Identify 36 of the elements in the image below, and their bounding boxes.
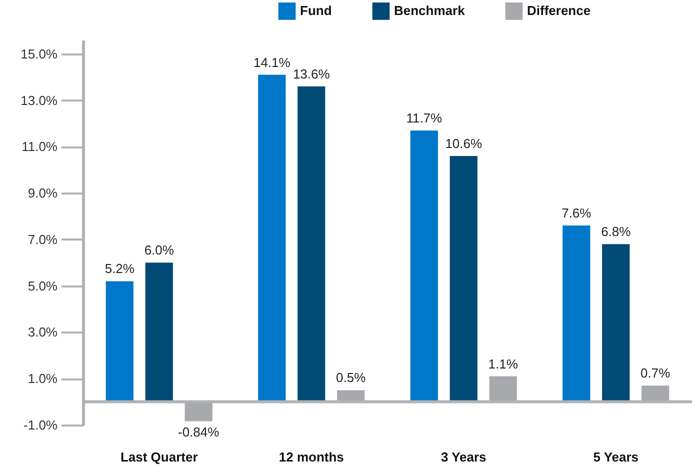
y-tick-label: -1.0%	[24, 418, 58, 432]
y-tick-label: 9.0%	[28, 186, 58, 201]
bar	[145, 262, 173, 402]
x-tick-label: 3 Years	[440, 450, 486, 464]
data-label: 10.6%	[445, 136, 482, 151]
y-tick-label: 7.0%	[28, 232, 58, 247]
bar	[410, 130, 438, 402]
y-tick-label: 3.0%	[28, 324, 58, 340]
bar	[562, 226, 590, 402]
data-label: 11.7%	[406, 110, 443, 126]
legend-label: Fund	[300, 3, 332, 18]
x-tick-label: 12 months	[278, 450, 344, 464]
bar	[298, 86, 326, 402]
data-label: 14.1%	[253, 54, 291, 70]
x-tick-label: 5 Years	[593, 450, 639, 464]
data-label: 6.8%	[601, 224, 632, 240]
bar	[106, 281, 134, 402]
data-label: 13.6%	[292, 66, 330, 82]
data-label: -0.84%	[178, 424, 220, 440]
data-label: 0.5%	[336, 370, 366, 386]
y-tick-label: 11.0%	[22, 139, 58, 154]
data-label: 6.0%	[144, 242, 174, 258]
data-label: 7.6%	[562, 206, 592, 221]
bar	[602, 244, 630, 402]
data-label: 5.2%	[104, 261, 135, 276]
y-tick-label: 5.0%	[28, 278, 58, 294]
data-label: 1.1%	[488, 356, 518, 372]
y-tick-label: 15.0%	[20, 46, 58, 62]
x-tick-label: Last Quarter	[120, 450, 198, 464]
legend-label: Benchmark	[394, 3, 466, 18]
data-label: 0.7%	[640, 366, 671, 381]
y-tick-label: 1.0%	[28, 371, 58, 386]
bar	[258, 74, 286, 402]
legend-label: Difference	[527, 3, 591, 18]
bar	[450, 156, 478, 402]
y-tick-label: 13.0%	[20, 92, 58, 108]
